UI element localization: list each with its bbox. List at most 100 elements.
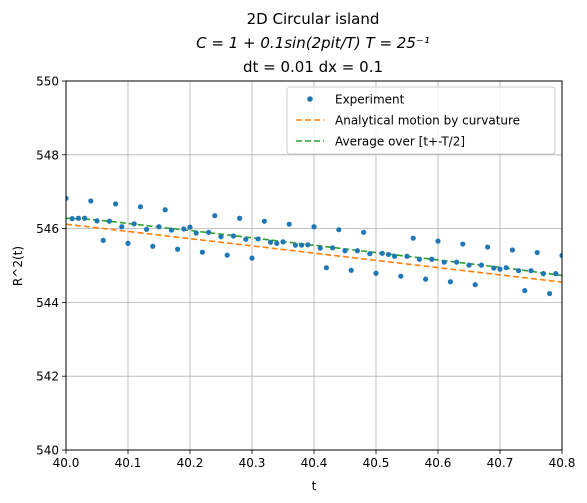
data-point (243, 236, 249, 242)
legend-label-analytical: Analytical motion by curvature (335, 114, 520, 128)
data-point (168, 227, 174, 233)
data-point (237, 215, 243, 221)
data-point (367, 251, 373, 257)
data-point (342, 248, 348, 254)
data-point (249, 255, 255, 261)
data-point (485, 244, 491, 250)
x-tick-label: 40.1 (115, 456, 142, 470)
y-tick-label: 546 (36, 222, 59, 236)
x-tick-label: 40.4 (301, 456, 328, 470)
data-point (162, 207, 168, 213)
data-point (354, 248, 360, 254)
x-tick-label: 40.7 (487, 456, 514, 470)
y-tick-label: 550 (36, 75, 59, 89)
data-point (156, 224, 162, 230)
data-point (404, 253, 410, 259)
data-point (429, 256, 435, 262)
title-line-1: 2D Circular island (247, 10, 380, 28)
data-point (261, 218, 267, 224)
data-point (559, 252, 562, 259)
data-point (423, 276, 429, 282)
y-axis-ticks: 540 542 544 546 548 550 (36, 75, 66, 458)
data-point (398, 273, 404, 279)
data-point (379, 250, 385, 256)
data-point (100, 237, 106, 244)
x-axis-label: t (312, 479, 317, 493)
x-tick-label: 40.5 (363, 456, 390, 470)
legend-label-experiment: Experiment (335, 93, 405, 107)
data-point (193, 230, 199, 236)
data-point (119, 224, 125, 230)
data-point (553, 271, 559, 277)
data-point (206, 229, 212, 235)
data-point (392, 253, 398, 259)
data-point (497, 266, 503, 272)
data-point (540, 271, 547, 277)
data-point (224, 252, 230, 258)
data-point (125, 240, 131, 246)
x-tick-label: 40.3 (239, 456, 266, 470)
data-point (478, 262, 484, 268)
data-point (218, 234, 224, 240)
data-point (447, 279, 453, 285)
chart-title: 2D Circular island C = 1 + 0.1sin(2pit/T… (196, 10, 430, 76)
data-point (75, 215, 81, 221)
data-point (187, 224, 193, 230)
x-axis-ticks: 40.0 40.1 40.2 40.3 40.4 40.5 40.6 40.7 40.8 (53, 450, 576, 470)
data-point (441, 259, 447, 265)
x-tick-label: 40.2 (177, 456, 204, 470)
data-point (305, 242, 311, 248)
data-point (230, 233, 236, 239)
legend: Experiment Analytical motion by curvatur… (286, 86, 556, 155)
x-tick-label: 40.8 (549, 456, 576, 470)
legend-marker-experiment (307, 96, 313, 102)
data-point (144, 226, 150, 232)
data-point (509, 247, 515, 253)
series-line-1 (66, 223, 562, 283)
data-point (137, 204, 143, 210)
data-point (299, 242, 305, 248)
y-tick-label: 542 (36, 370, 59, 384)
data-point (106, 218, 112, 224)
title-line-2: C = 1 + 0.1sin(2pit/T) T = 25⁻¹ (196, 34, 430, 52)
data-point (323, 265, 329, 271)
y-tick-label: 548 (36, 148, 59, 162)
data-point (336, 227, 342, 233)
data-point (131, 221, 137, 227)
data-point (466, 262, 472, 268)
data-point (528, 268, 534, 274)
data-point (522, 287, 528, 294)
data-point (66, 195, 69, 201)
data-point (330, 245, 336, 251)
data-point (410, 235, 416, 241)
data-point (491, 265, 497, 271)
data-point (94, 218, 100, 224)
data-point (255, 236, 261, 242)
data-point (435, 238, 441, 244)
data-point (286, 221, 292, 227)
data-point (472, 282, 478, 288)
data-point (348, 267, 354, 273)
data-point (503, 265, 509, 271)
data-point (181, 226, 187, 232)
data-point (416, 256, 422, 262)
y-tick-label: 544 (36, 296, 59, 310)
y-axis-label: R^2(t) (11, 246, 25, 286)
data-point (199, 249, 205, 255)
data-point (150, 243, 156, 249)
data-point (317, 245, 323, 251)
data-point (292, 242, 298, 248)
data-point (280, 239, 286, 245)
data-point (385, 251, 391, 258)
y-tick-label: 540 (36, 444, 59, 458)
data-point (516, 268, 522, 274)
data-point (88, 198, 94, 204)
data-point (534, 249, 540, 256)
title-line-3: dt = 0.01 dx = 0.1 (243, 58, 383, 76)
data-point (268, 239, 274, 245)
legend-box (286, 86, 556, 155)
data-point (547, 290, 553, 297)
x-tick-label: 40.6 (425, 456, 452, 470)
data-point (69, 216, 75, 222)
plot-series (66, 195, 562, 297)
